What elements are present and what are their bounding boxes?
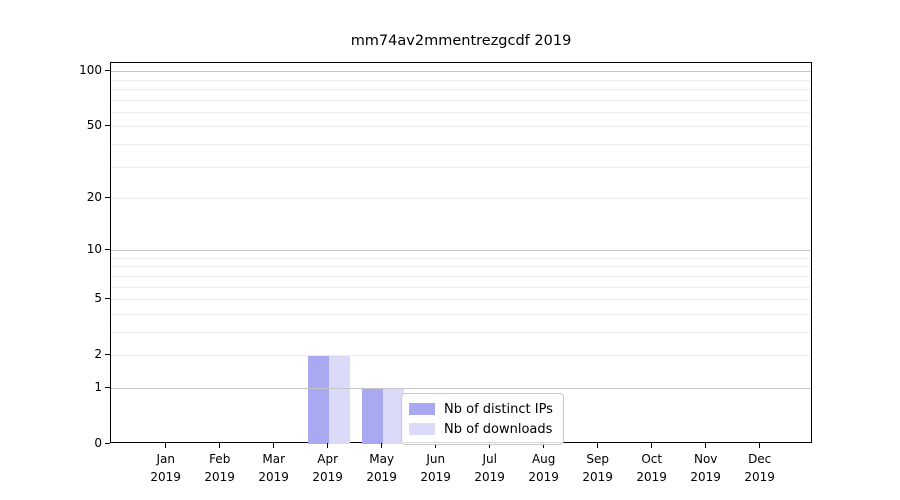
x-tick-label-mar: Mar 2019	[242, 450, 306, 486]
x-tick-label-aug: Aug 2019	[512, 450, 576, 486]
gridline-y8	[111, 266, 811, 268]
x-tick-label-apr: Apr 2019	[296, 450, 360, 486]
x-tick-label-may: May 2019	[350, 450, 414, 486]
y-tick-mark	[105, 249, 110, 251]
x-tick-mark	[651, 443, 653, 448]
legend-item-downloads: Nb of downloads	[409, 419, 553, 439]
gridline-y60	[111, 111, 811, 113]
gridline-y90	[111, 79, 811, 81]
y-tick-label: 10	[86, 242, 102, 257]
month-label: Aug	[531, 452, 556, 466]
y-tick-mark	[105, 196, 110, 199]
y-tick-mark	[105, 443, 110, 445]
gridline-y6	[111, 286, 811, 288]
gridline-y5	[111, 299, 811, 301]
legend: Nb of distinct IPs Nb of downloads	[401, 393, 564, 445]
year-label: 2019	[366, 470, 397, 484]
plot-area: Nb of distinct IPs Nb of downloads	[110, 62, 812, 445]
year-label: 2019	[204, 470, 235, 484]
x-tick-mark	[273, 443, 275, 448]
month-label: Apr	[317, 452, 339, 466]
x-tick-label-oct: Oct 2019	[620, 450, 684, 486]
month-label: Oct	[641, 452, 663, 466]
year-label: 2019	[312, 470, 343, 484]
gridline-y7	[111, 275, 811, 277]
month-label: May	[369, 452, 395, 466]
gridline-y4	[111, 313, 811, 315]
x-tick-mark	[381, 443, 383, 448]
y-tick-mark	[105, 298, 110, 300]
month-label: Jan	[156, 452, 175, 466]
gridline-y3	[111, 331, 811, 333]
gridline-y80	[111, 88, 811, 90]
y-tick-mark	[105, 386, 110, 389]
gridline-y1	[111, 387, 811, 389]
y-tick-mark	[105, 125, 110, 127]
bar-apr-s1	[328, 355, 350, 444]
legend-item-distinct-ips: Nb of distinct IPs	[409, 399, 553, 419]
gridline-y9	[111, 257, 811, 259]
x-tick-mark	[165, 443, 167, 448]
y-tick-label: 2	[94, 347, 102, 362]
year-label: 2019	[528, 470, 559, 484]
month-label: Mar	[262, 452, 285, 466]
month-label: Feb	[209, 452, 231, 466]
legend-swatch-downloads	[409, 423, 435, 435]
y-tick-label: 1	[94, 379, 102, 394]
month-label: Dec	[748, 452, 772, 466]
month-label: Sep	[586, 452, 609, 466]
x-tick-label-jun: Jun 2019	[404, 450, 468, 486]
gridline-y50	[111, 126, 811, 128]
year-label: 2019	[690, 470, 721, 484]
year-label: 2019	[474, 470, 505, 484]
year-label: 2019	[636, 470, 667, 484]
month-label: Jul	[482, 452, 497, 466]
y-tick-label: 100	[79, 63, 102, 78]
x-tick-label-jul: Jul 2019	[458, 450, 522, 486]
x-tick-label-jan: Jan 2019	[134, 450, 198, 486]
y-tick-mark	[105, 354, 110, 356]
x-tick-label-feb: Feb 2019	[188, 450, 252, 486]
y-tick-label: 50	[86, 118, 102, 133]
x-tick-label-sep: Sep 2019	[566, 450, 630, 486]
gridline-y40	[111, 143, 811, 145]
x-tick-mark	[759, 443, 761, 448]
year-label: 2019	[258, 470, 289, 484]
chart-title: mm74av2mmentrezgcdf 2019	[350, 33, 572, 49]
year-label: 2019	[150, 470, 181, 484]
bar-may-s0	[361, 387, 383, 444]
legend-label: Nb of distinct IPs	[444, 401, 553, 417]
year-label: 2019	[744, 470, 775, 484]
x-tick-mark	[705, 443, 707, 448]
x-tick-label-nov: Nov 2019	[674, 450, 738, 486]
bars-layer	[111, 63, 811, 444]
year-label: 2019	[420, 470, 451, 484]
x-tick-label-dec: Dec 2019	[728, 450, 792, 486]
gridline-y20	[111, 197, 811, 199]
gridline-y10	[111, 250, 811, 252]
x-tick-mark	[327, 443, 329, 448]
month-label: Jun	[426, 452, 446, 466]
x-tick-mark	[489, 443, 491, 448]
x-tick-mark	[435, 443, 437, 448]
bar-apr-s0	[307, 355, 329, 444]
x-tick-mark	[219, 443, 221, 448]
legend-swatch-distinct-ips	[409, 403, 435, 415]
gridline-y2	[111, 355, 811, 357]
gridline-y70	[111, 99, 811, 101]
legend-label: Nb of downloads	[444, 421, 553, 437]
gridline-y30	[111, 166, 811, 168]
bar-may-s1	[382, 387, 404, 444]
x-tick-mark	[543, 443, 545, 448]
y-tick-label: 0	[94, 436, 102, 450]
grid-layer	[111, 63, 811, 442]
year-label: 2019	[582, 470, 613, 484]
y-tick-label: 5	[94, 291, 102, 306]
y-tick-mark	[105, 70, 110, 72]
month-label: Nov	[693, 452, 718, 466]
gridline-y100	[111, 71, 811, 73]
x-tick-mark	[597, 443, 599, 448]
y-tick-label: 20	[86, 189, 102, 204]
